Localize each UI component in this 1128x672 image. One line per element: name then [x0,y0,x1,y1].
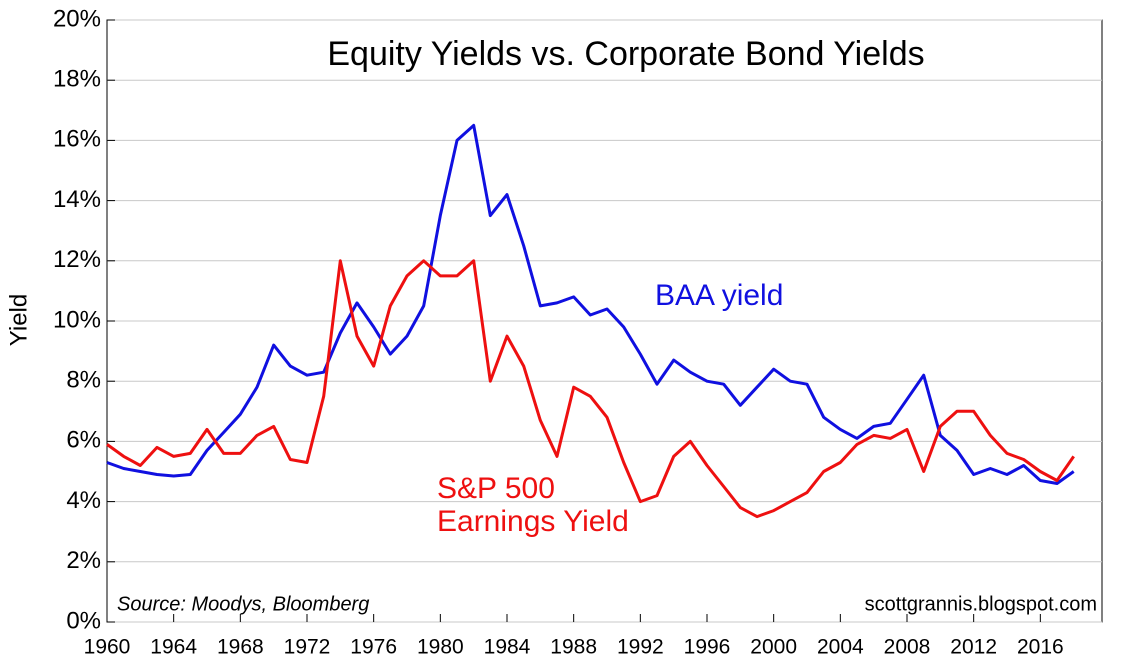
series-line [106,123,1075,485]
x-tick-label: 1988 [550,636,597,659]
x-tick-label: 2012 [950,636,997,659]
x-tick-label: 1964 [150,636,197,659]
y-tick-label: 16% [53,126,101,153]
x-tick-label: 2008 [884,636,931,659]
x-tick-label: 1992 [617,636,664,659]
y-tick-label: 14% [53,186,101,213]
y-tick-label: 20% [53,5,101,32]
watermark: scottgrannis.blogspot.com [865,593,1097,615]
y-tick-label: 18% [53,66,101,93]
x-tick-label: 1976 [350,636,397,659]
x-tick-label: 2016 [1017,636,1064,659]
annotation: BAA yield [655,279,783,312]
x-tick-label: 2004 [817,636,864,659]
annotation: S&P 500 [437,472,555,505]
x-tick-label: 1996 [684,636,731,659]
source-note: Source: Moodys, Bloomberg [117,593,369,615]
y-tick-label: 2% [66,547,101,574]
series-line [106,259,1075,519]
chart-title: Equity Yields vs. Corporate Bond Yields [327,35,924,73]
x-tick-label: 2000 [750,636,797,659]
y-tick-label: 0% [66,607,101,634]
y-tick-label: 12% [53,246,101,273]
x-tick-label: 1980 [417,636,464,659]
y-tick-label: 6% [66,427,101,454]
x-tick-label: 1972 [284,636,331,659]
x-tick-label: 1960 [84,636,131,659]
x-tick-label: 1968 [217,636,264,659]
y-axis-label: Yield [5,294,32,346]
y-tick-label: 4% [66,487,101,514]
y-tick-label: 10% [53,306,101,333]
annotation: Earnings Yield [437,505,629,538]
x-tick-label: 1984 [484,636,531,659]
y-tick-label: 8% [66,367,101,394]
